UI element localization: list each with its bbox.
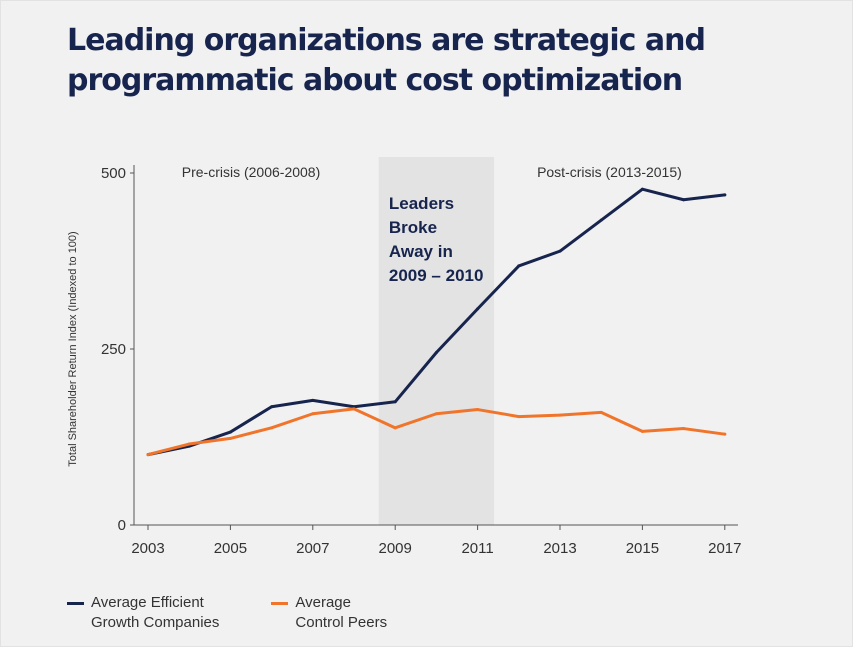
legend-swatch-navy <box>67 602 84 605</box>
data-point-efficient-growth <box>640 187 644 191</box>
x-tick-label: 2009 <box>379 540 412 557</box>
annotation-leaders-line: Leaders <box>389 194 454 213</box>
y-axis-title: Total Shareholder Return Index (Indexed … <box>67 231 79 466</box>
data-point-efficient-growth <box>723 193 727 197</box>
data-point-control-peers <box>146 453 150 457</box>
data-point-control-peers <box>311 412 315 416</box>
x-tick-label: 2011 <box>461 540 493 557</box>
data-point-control-peers <box>599 410 603 414</box>
data-point-efficient-growth <box>311 398 315 402</box>
data-point-control-peers <box>517 415 521 419</box>
data-point-control-peers <box>187 442 191 446</box>
data-point-control-peers <box>476 408 480 412</box>
data-point-control-peers <box>393 426 397 430</box>
data-point-control-peers <box>228 436 232 440</box>
legend-label-control-peers: Average Control Peers <box>295 594 388 631</box>
crisis-band <box>378 157 495 525</box>
data-point-control-peers <box>270 426 274 430</box>
y-tick-label: 500 <box>101 165 126 182</box>
x-tick-label: 2017 <box>708 540 741 557</box>
y-tick-label: 0 <box>118 517 126 534</box>
legend-item-efficient-growth: Average Efficient Growth Companies <box>67 593 219 633</box>
annotation-leaders-line: 2009 – 2010 <box>389 266 484 285</box>
annotation-leaders-line: Away in <box>389 242 453 261</box>
data-point-control-peers <box>723 432 727 436</box>
legend-item-control-peers: Average Control Peers <box>271 593 387 633</box>
data-point-efficient-growth <box>270 405 274 409</box>
x-tick-label: 2007 <box>296 540 329 557</box>
data-point-control-peers <box>640 429 644 433</box>
data-point-efficient-growth <box>393 400 397 404</box>
legend-swatch-orange <box>271 602 289 605</box>
data-point-control-peers <box>558 413 562 417</box>
annotation-post-crisis: Post-crisis (2013-2015) <box>537 164 682 180</box>
annotation-pre-crisis: Pre-crisis (2006-2008) <box>182 164 321 180</box>
chart-title: Leading organizations are strategic and … <box>67 23 706 98</box>
data-point-efficient-growth <box>517 264 521 268</box>
x-tick-label: 2003 <box>131 540 164 557</box>
data-point-efficient-growth <box>682 198 686 202</box>
data-point-efficient-growth <box>599 218 603 222</box>
chart-legend: Average Efficient Growth Companies Avera… <box>67 593 387 633</box>
data-point-efficient-growth <box>476 307 480 311</box>
data-point-efficient-growth <box>434 351 438 355</box>
y-tick-label: 250 <box>101 341 126 358</box>
x-tick-label: 2013 <box>543 540 576 557</box>
x-tick-label: 2005 <box>214 540 247 557</box>
x-tick-label: 2015 <box>626 540 659 557</box>
data-point-efficient-growth <box>228 430 232 434</box>
legend-label-efficient-growth: Average Efficient Growth Companies <box>91 594 220 631</box>
data-point-control-peers <box>352 407 356 411</box>
data-point-efficient-growth <box>558 249 562 253</box>
data-point-control-peers <box>434 412 438 416</box>
data-point-control-peers <box>682 427 686 431</box>
annotation-leaders-line: Broke <box>389 218 437 237</box>
